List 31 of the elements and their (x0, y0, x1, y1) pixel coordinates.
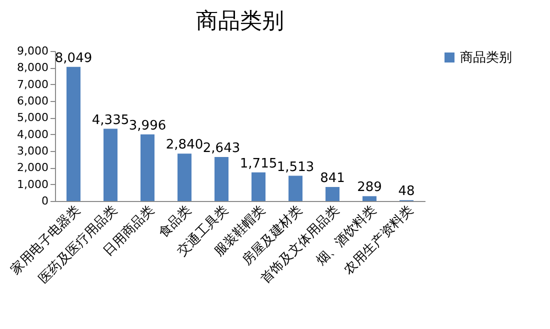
bar (214, 156, 228, 201)
bar (252, 172, 266, 201)
data-label: 4,335 (92, 112, 130, 128)
bar (178, 154, 192, 201)
data-label: 289 (357, 180, 382, 196)
y-tick-label: 7,000 (17, 78, 48, 91)
bar (326, 186, 340, 201)
data-label: 2,643 (202, 140, 240, 156)
y-tick-label: 4,000 (17, 128, 48, 141)
bar (288, 176, 302, 201)
bar (104, 128, 118, 201)
legend-label: 商品类别 (460, 50, 512, 66)
data-label: 2,840 (166, 138, 204, 153)
y-tick-label: 0 (42, 194, 48, 208)
data-label: 3,996 (128, 118, 166, 134)
bar (66, 66, 80, 201)
y-tick-label: 6,000 (17, 94, 48, 108)
data-label: 1,513 (276, 160, 314, 175)
data-label: 48 (398, 184, 415, 200)
y-tick-label: 3,000 (17, 144, 48, 158)
y-tick-label: 1,000 (17, 178, 48, 191)
bar (362, 196, 376, 201)
y-tick-label: 8,000 (17, 61, 48, 74)
data-label: 841 (320, 170, 345, 186)
y-tick-label: 2,000 (17, 161, 48, 174)
bar (140, 134, 154, 201)
chart-title: 商品类别 (196, 9, 284, 34)
y-tick-label: 5,000 (17, 111, 48, 124)
y-tick-label: 9,000 (17, 44, 48, 58)
data-label: 1,715 (240, 156, 278, 172)
data-label: 8,049 (54, 50, 92, 66)
